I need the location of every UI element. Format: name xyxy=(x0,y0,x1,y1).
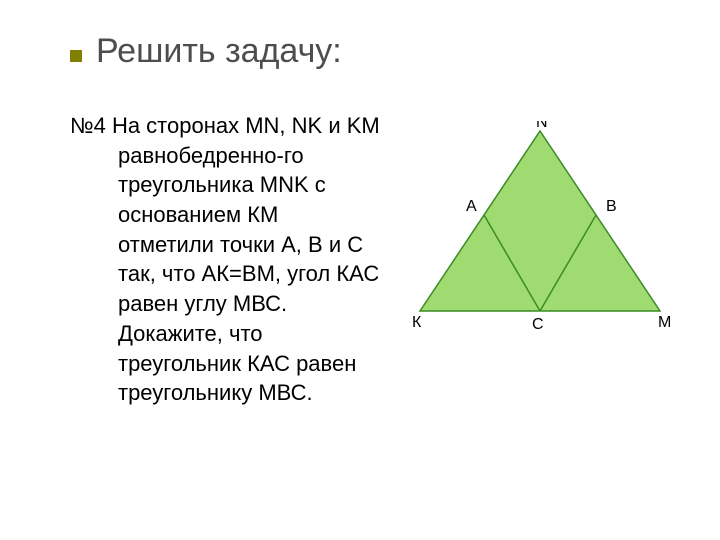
triangle-figure: К M N А B С xyxy=(410,121,670,346)
vertex-label-А: А xyxy=(466,198,477,215)
triangle-svg: К M N А B С xyxy=(410,121,670,341)
problem-text: №4 На сторонах MN, NK и KM равнобедренно… xyxy=(70,111,380,408)
vertex-label-B: B xyxy=(606,198,617,215)
slide-title: Решить задачу: xyxy=(96,32,342,71)
vertex-label-С: С xyxy=(532,316,544,333)
vertex-label-N: N xyxy=(536,121,548,131)
title-row: Решить задачу: xyxy=(70,30,670,71)
title-bullet-icon xyxy=(70,50,82,62)
slide: Решить задачу: №4 На сторонах MN, NK и K… xyxy=(0,0,720,540)
body-row: №4 На сторонах MN, NK и KM равнобедренно… xyxy=(70,111,670,408)
vertex-label-К: К xyxy=(412,314,422,331)
outer-triangle xyxy=(420,131,660,311)
vertex-label-M: M xyxy=(658,314,670,331)
